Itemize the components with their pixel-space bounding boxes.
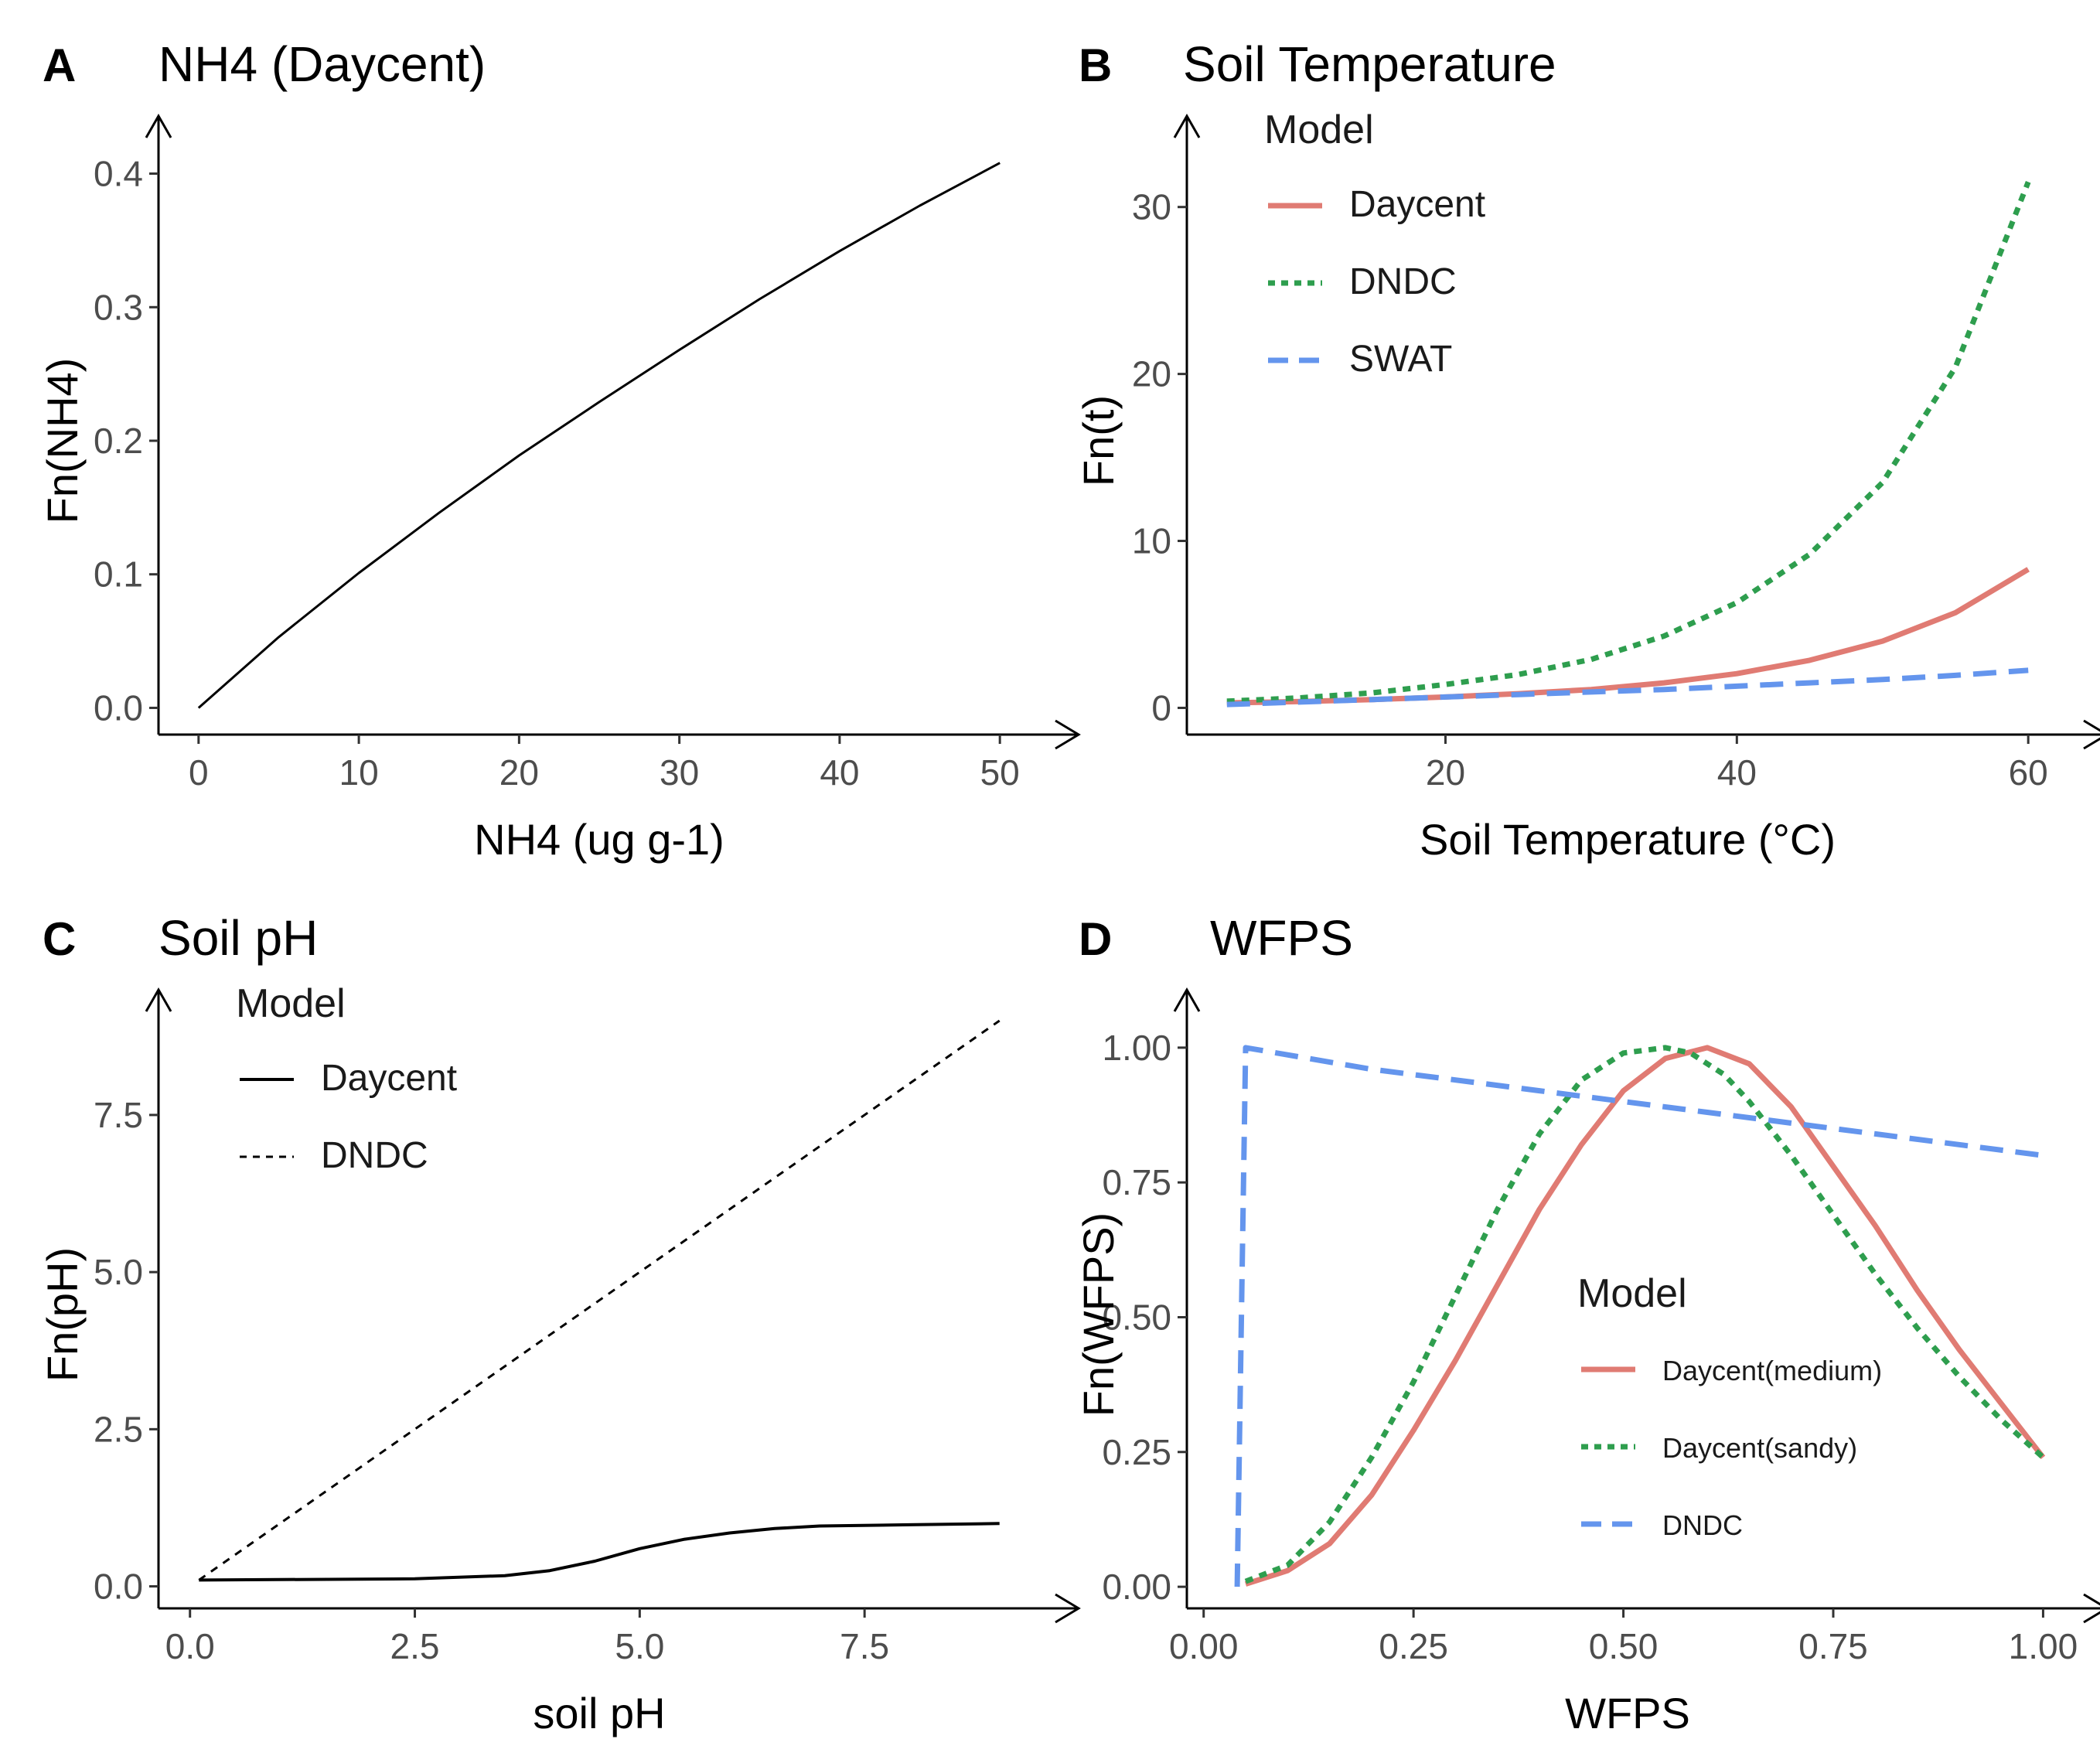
panel-title: Soil Temperature (1183, 36, 1556, 92)
x-tick-label: 1.00 (2009, 1626, 2078, 1666)
y-axis-title: Fn(t) (1074, 395, 1123, 486)
y-tick-label: 0.4 (94, 154, 143, 194)
panel-d: D WFPS 0.00 0.25 0.50 0.75 1.00 0.00 0.25 0.50 0.7… (1074, 910, 2100, 1737)
x-tick-label: 20 (499, 752, 539, 793)
panel-letter: B (1079, 39, 1112, 91)
y-tick-label: 1.00 (1102, 1028, 1171, 1068)
x-axis-arrow (2083, 1593, 2100, 1624)
x-tick-label: 0.75 (1798, 1626, 1868, 1666)
series-line-dndc (198, 1019, 1001, 1581)
panel-title: Soil pH (159, 910, 318, 966)
panel-c: C Soil pH 0.0 2.5 5.0 7.5 0.0 2.5 5.0 7.5 soil pH F… (38, 910, 1081, 1737)
x-tick-label: 0.50 (1589, 1626, 1659, 1666)
x-tick-label: 40 (820, 752, 859, 793)
x-axis-arrow (1055, 1593, 1081, 1624)
y-tick-label: 5.0 (94, 1252, 143, 1292)
panel-letter: A (43, 39, 76, 91)
y-axis-arrow (1173, 113, 1201, 138)
y-axis-arrow (145, 113, 172, 138)
y-tick-label: 20 (1132, 354, 1171, 394)
x-tick-label: 0.00 (1169, 1626, 1239, 1666)
panel-letter: D (1079, 913, 1112, 965)
x-tick-label: 60 (2009, 752, 2048, 793)
legend-title: Model (1264, 107, 1374, 152)
series-line-daycent-medium- (1244, 1045, 2046, 1587)
y-tick-label: 0.50 (1102, 1297, 1171, 1337)
x-tick-label: 50 (980, 752, 1020, 793)
x-tick-label: 2.5 (390, 1626, 440, 1666)
y-tick-label: 0.25 (1102, 1432, 1171, 1472)
y-tick-label: 0 (1151, 687, 1171, 728)
x-tick-label: 40 (1717, 752, 1757, 793)
x-axis-title: soil pH (533, 1689, 665, 1737)
legend-title: Model (236, 981, 346, 1026)
y-tick-label: 30 (1132, 187, 1171, 227)
panel-title: WFPS (1210, 910, 1353, 966)
panel-a: A NH4 (Daycent) 0 10 20 30 40 50 0.0 0.1 0.2 0.3 0.4… (38, 36, 1081, 864)
y-tick-label: 7.5 (94, 1095, 143, 1135)
legend-label: Daycent(sandy) (1662, 1432, 1857, 1464)
series-line-daycent (1226, 567, 2030, 706)
y-tick-label: 10 (1132, 521, 1171, 561)
x-tick-label: 0.25 (1379, 1626, 1448, 1666)
x-axis-title: NH4 (ug g-1) (474, 815, 724, 864)
y-tick-label: 0.0 (94, 1567, 143, 1607)
x-tick-label: 10 (339, 752, 379, 793)
y-tick-label: 2.5 (94, 1409, 143, 1449)
legend-label: Daycent (321, 1058, 457, 1099)
series-line-daycent (197, 162, 1001, 709)
legend-label: DNDC (321, 1135, 428, 1176)
y-tick-label: 0.1 (94, 554, 143, 595)
y-axis-title: Fn(pH) (38, 1247, 87, 1382)
legend-title: Model (1577, 1271, 1687, 1316)
panel-title: NH4 (Daycent) (159, 36, 486, 92)
y-tick-label: 0.3 (94, 287, 143, 327)
y-tick-label: 0.75 (1102, 1162, 1171, 1202)
y-axis-arrow (145, 987, 172, 1012)
x-tick-label: 5.0 (615, 1626, 664, 1666)
y-axis-title: Fn(NH4) (38, 358, 87, 524)
y-axis-arrow (1173, 987, 1201, 1012)
y-tick-label: 0.0 (94, 687, 143, 728)
x-axis-arrow (2083, 719, 2100, 750)
panel-letter: C (43, 913, 76, 965)
series-line-swat (1226, 667, 2029, 708)
x-tick-label: 0.0 (165, 1626, 215, 1666)
series-line-daycent-sandy- (1244, 1045, 2045, 1584)
y-axis-title: Fn(WFPS) (1074, 1212, 1123, 1417)
legend-label: Daycent (1349, 184, 1485, 225)
legend-label: Daycent(medium) (1662, 1355, 1882, 1386)
series-line-daycent (199, 1522, 1000, 1582)
x-axis-title: Soil Temperature (°C) (1420, 815, 1836, 864)
legend-label: DNDC (1662, 1509, 1743, 1541)
x-axis-title: WFPS (1565, 1689, 1690, 1737)
x-tick-label: 20 (1426, 752, 1465, 793)
panel-b: B Soil Temperature 20 40 60 0 10 20 30 Soil Tempe… (1074, 36, 2100, 864)
series-line-dndc (1226, 181, 2031, 704)
y-tick-label: 0.2 (94, 421, 143, 461)
legend-label: DNDC (1349, 261, 1457, 302)
legend-label: SWAT (1349, 339, 1452, 380)
x-tick-label: 7.5 (840, 1626, 889, 1666)
x-axis-arrow (1055, 719, 1081, 750)
y-tick-label: 0.00 (1102, 1567, 1171, 1607)
x-tick-label: 0 (189, 752, 209, 793)
x-tick-label: 30 (660, 752, 699, 793)
series-line-dndc (1234, 1045, 2044, 1587)
